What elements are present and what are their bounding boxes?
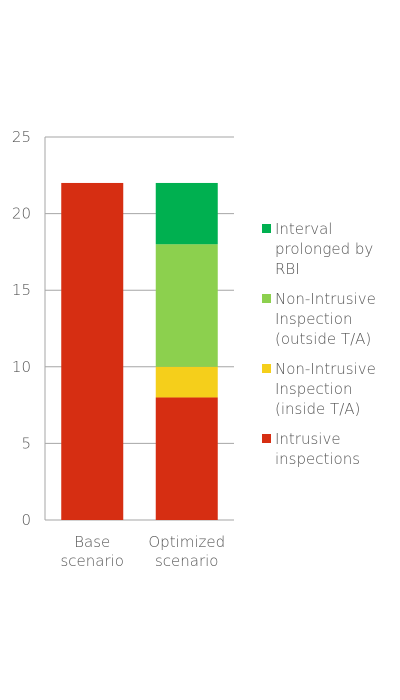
- bar-1-series-1: [155, 366, 218, 398]
- legend-swatch: [262, 224, 271, 233]
- legend-label-line: (inside T/A): [275, 400, 361, 418]
- x-category-label-1-line-1: scenario: [155, 552, 219, 570]
- y-tick-label-20: 20: [12, 205, 31, 223]
- legend-label-line: RBI: [275, 260, 300, 278]
- legend-label-line: inspections: [275, 450, 361, 468]
- legend-swatch: [262, 364, 271, 373]
- legend-item: Intrusive inspections: [262, 429, 397, 469]
- legend-label-line: Inspection: [275, 380, 353, 398]
- legend-label-line: (outside T/A): [275, 330, 372, 348]
- legend-label-line: Interval: [275, 220, 333, 238]
- legend-swatch: [262, 294, 271, 303]
- legend-label-line: Non-Intrusive: [275, 290, 376, 308]
- legend-label-line: Intrusive: [275, 430, 341, 448]
- y-tick-label-5: 5: [21, 434, 31, 452]
- bar-0-series-0: [61, 182, 124, 520]
- y-tick-label-10: 10: [12, 358, 31, 376]
- bar-1-series-3: [155, 182, 218, 245]
- legend-label-line: Non-Intrusive: [275, 360, 376, 378]
- legend-item: Non-Intrusive Inspection (inside T/A): [262, 359, 397, 419]
- x-category-label-1-line-0: Optimized: [148, 533, 225, 551]
- x-category-label-0-line-1: scenario: [60, 552, 124, 570]
- legend-swatch: [262, 434, 271, 443]
- y-tick-label-25: 25: [12, 128, 31, 146]
- legend-label-line: prolonged by: [275, 240, 374, 258]
- legend-item: Non-Intrusive Inspection (outside T/A): [262, 289, 397, 349]
- bar-1-series-0: [155, 397, 218, 520]
- y-tick-label-15: 15: [12, 281, 31, 299]
- y-tick-label-0: 0: [21, 511, 31, 529]
- bar-1-series-2: [155, 244, 218, 367]
- legend-item: Interval prolonged by RBI: [262, 219, 397, 279]
- legend: Interval prolonged by RBI Non-Intrusive Insp…: [262, 219, 397, 479]
- legend-label-line: Inspection: [275, 310, 353, 328]
- x-category-label-0-line-0: Base: [74, 533, 110, 551]
